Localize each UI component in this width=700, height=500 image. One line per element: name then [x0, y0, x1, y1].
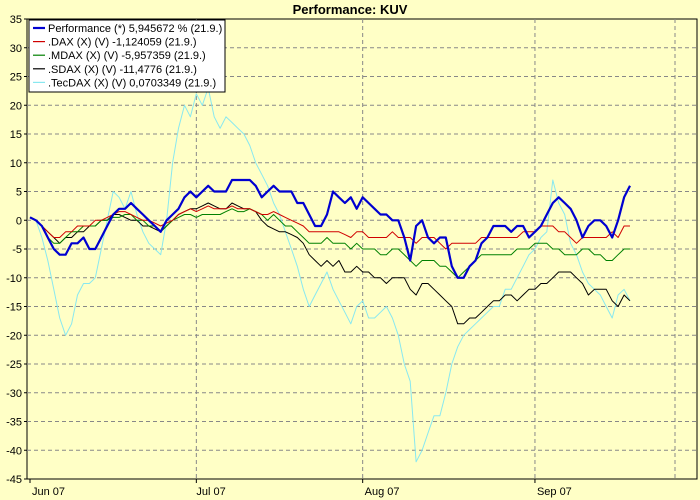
y-tick-label: -20: [6, 330, 22, 342]
legend-entry: Performance (*) 5,945672 % (21.9.): [48, 23, 222, 35]
y-tick-label: -45: [6, 474, 22, 486]
y-tick-label: -25: [6, 359, 22, 371]
series-line-4: [29, 87, 631, 463]
y-tick-label: 10: [10, 158, 22, 170]
y-tick-label: 20: [10, 100, 22, 112]
y-tick-label: -5: [12, 244, 22, 256]
y-tick-label: 25: [10, 72, 22, 84]
chart-title: Performance: KUV: [293, 2, 408, 17]
y-tick-label: -35: [6, 417, 22, 429]
x-tick-label: Jun 07: [32, 486, 65, 498]
legend-box: [28, 19, 226, 93]
series-line-1: [29, 205, 630, 250]
legend: Performance (*) 5,945672 % (21.9.) .DAX (…: [28, 19, 226, 93]
y-tick-label: 5: [16, 187, 22, 199]
x-tick-label: Sep 07: [537, 486, 572, 498]
series-line-3: [29, 202, 631, 325]
x-tick-label: Aug 07: [365, 486, 400, 498]
x-tick-label: Jul 07: [196, 486, 225, 498]
y-tick-label: 30: [10, 43, 22, 55]
y-tick-label: -10: [6, 273, 22, 285]
y-tick-label: 0: [16, 215, 22, 227]
legend-entry: .MDAX (X) (V) -5,957359 (21.9.): [48, 50, 206, 62]
y-tick-label: 35: [10, 14, 22, 26]
y-tick-label: -15: [6, 302, 22, 314]
plot-area: 35 30 25 20 15 10 5 0 -5 -10 -15 -20 -25 -30 -35 -40 -45…: [6, 14, 698, 498]
legend-entry: .TecDAX (X) (V) 0,0703349 (21.9.): [48, 77, 216, 89]
legend-entry: .SDAX (X) (V) -11,4776 (21.9.): [48, 64, 197, 76]
y-tick-label: 15: [10, 129, 22, 141]
series-line-0: [29, 178, 631, 279]
legend-entry: .DAX (X) (V) -1,124059 (21.9.): [48, 37, 197, 49]
y-tick-label: -40: [6, 445, 22, 457]
y-tick-label: -30: [6, 388, 22, 400]
